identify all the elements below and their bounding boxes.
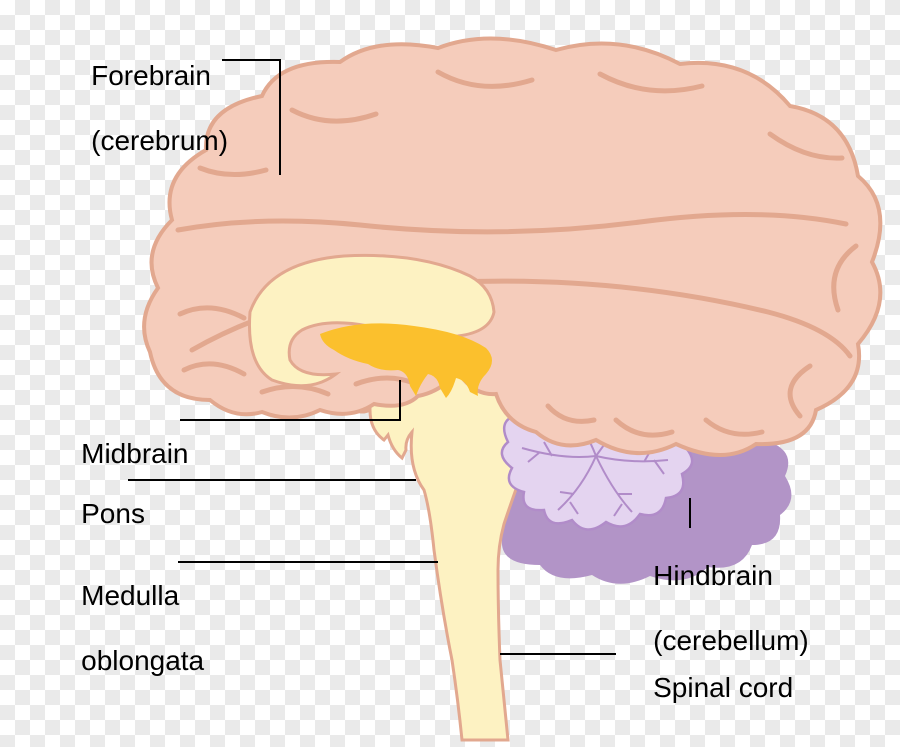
label-midbrain-line1: Midbrain bbox=[81, 438, 188, 469]
label-pons-line1: Pons bbox=[81, 498, 145, 529]
label-spinalcord-line1: Spinal cord bbox=[653, 672, 793, 703]
label-medulla-line1: Medulla bbox=[81, 580, 179, 611]
cerebrum bbox=[144, 38, 880, 455]
brain-diagram: Forebrain (cerebrum) Midbrain Pons Medul… bbox=[0, 0, 900, 747]
label-hindbrain-line1: Hindbrain bbox=[653, 560, 773, 591]
label-medulla-line2: oblongata bbox=[81, 645, 204, 676]
label-spinalcord: Spinal cord bbox=[622, 640, 793, 737]
label-forebrain-line2: (cerebrum) bbox=[91, 125, 228, 156]
label-forebrain-line1: Forebrain bbox=[91, 60, 211, 91]
label-medulla: Medulla oblongata bbox=[50, 548, 204, 709]
label-forebrain: Forebrain (cerebrum) bbox=[60, 28, 228, 189]
